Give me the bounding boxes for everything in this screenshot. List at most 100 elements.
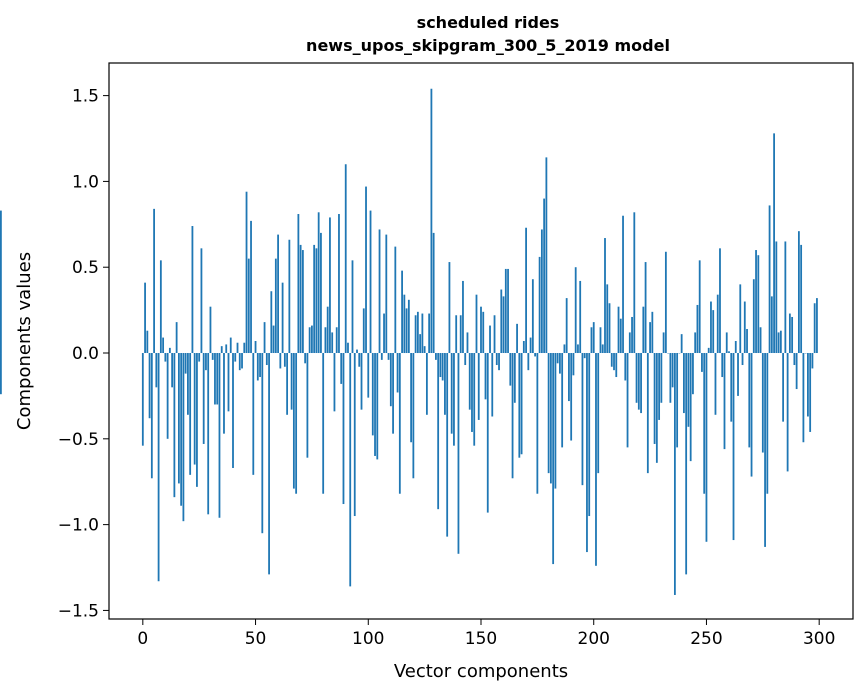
bar-11 — [166, 353, 169, 439]
bar-224 — [646, 353, 649, 474]
bar-91 — [347, 342, 349, 354]
bar-53 — [261, 353, 264, 534]
bar-286 — [786, 353, 789, 472]
bar-102 — [371, 353, 374, 436]
bar-113 — [396, 353, 399, 393]
bar-299 — [816, 298, 818, 354]
bar-10 — [164, 353, 167, 362]
bar-101 — [369, 210, 372, 354]
bar-170 — [525, 227, 527, 354]
y-axis-label: Components values — [14, 252, 35, 430]
bar-178 — [543, 198, 546, 354]
bar-135 — [446, 353, 449, 537]
bar-249 — [703, 353, 706, 494]
bar-6 — [155, 353, 158, 388]
y-axis-ticks: −1.5 −1.0 −0.5 0.0 0.5 1.0 1.5 — [58, 87, 109, 621]
bar-295 — [807, 353, 809, 417]
bar-undefined — [0, 210, 2, 354]
bar-261 — [730, 353, 733, 422]
y-tick-label: −1.0 — [58, 516, 99, 536]
bar-291 — [797, 231, 800, 354]
bar-45 — [243, 342, 246, 354]
bar-298 — [813, 303, 816, 354]
bar-52 — [259, 353, 261, 378]
bar-137 — [450, 353, 453, 434]
bar-293 — [802, 353, 805, 443]
bar-99 — [365, 186, 367, 354]
bar-87 — [338, 214, 340, 354]
bar-65 — [288, 239, 291, 354]
bar-267 — [743, 301, 746, 354]
bar-undefined — [0, 353, 2, 395]
bar-83 — [329, 217, 331, 354]
bar-210 — [615, 353, 618, 378]
bar-67 — [292, 353, 295, 489]
bar-115 — [401, 270, 403, 354]
bar-235 — [671, 353, 674, 388]
bar-145 — [468, 353, 471, 410]
bar-111 — [392, 353, 394, 434]
bar-84 — [331, 332, 334, 354]
bar-192 — [574, 267, 577, 354]
bar-239 — [680, 334, 683, 354]
y-tick-label: −0.5 — [58, 430, 99, 450]
bar-195 — [581, 353, 584, 486]
bar-242 — [687, 353, 690, 427]
bar-47 — [247, 258, 250, 354]
bar-277 — [766, 353, 769, 494]
bar-49 — [252, 353, 255, 475]
bar-209 — [613, 353, 615, 371]
bar-203 — [599, 327, 602, 354]
bar-227 — [653, 353, 656, 444]
bar-150 — [480, 306, 482, 354]
bar-21 — [189, 353, 192, 475]
bar-33 — [216, 353, 219, 405]
bar-268 — [746, 328, 748, 354]
bar-196 — [583, 353, 586, 359]
bar-152 — [484, 353, 487, 400]
bar-36 — [223, 353, 225, 434]
bar-108 — [385, 234, 388, 354]
bar-258 — [723, 353, 726, 450]
y-tick-label: 1.5 — [72, 87, 99, 107]
bar-272 — [755, 250, 757, 354]
bar-223 — [644, 262, 647, 354]
bar-69 — [297, 214, 300, 354]
bar-97 — [360, 353, 363, 410]
bar-257 — [721, 353, 724, 378]
bar-225 — [649, 322, 651, 354]
bar-125 — [423, 346, 426, 354]
bar-204 — [601, 344, 604, 354]
bar-133 — [441, 353, 444, 381]
y-tick-label: 1.0 — [72, 172, 99, 192]
bar-15 — [175, 322, 178, 354]
bar-211 — [617, 306, 620, 354]
bar-8 — [159, 260, 162, 354]
bar-17 — [180, 353, 183, 506]
bar-248 — [701, 353, 703, 372]
bar-201 — [595, 353, 597, 566]
bar-190 — [570, 353, 573, 441]
bar-290 — [795, 353, 798, 390]
bar-240 — [683, 353, 685, 414]
bar-180 — [547, 353, 550, 474]
bar-63 — [283, 353, 286, 367]
bar-140 — [457, 353, 460, 554]
bar-296 — [809, 353, 812, 432]
bar-218 — [633, 212, 636, 354]
bar-250 — [705, 353, 708, 542]
bar-3 — [148, 353, 151, 419]
bar-78 — [317, 212, 320, 354]
bar-185 — [559, 353, 561, 374]
bar-162 — [507, 268, 509, 354]
bar-215 — [626, 353, 629, 448]
bar-271 — [752, 279, 755, 354]
chart-title: scheduled rides — [417, 13, 560, 32]
bar-246 — [696, 304, 699, 354]
bar-176 — [538, 256, 541, 354]
bar-160 — [502, 296, 505, 354]
bar-32 — [214, 353, 216, 405]
bar-5 — [153, 208, 155, 354]
bar-105 — [378, 229, 381, 354]
bar-171 — [527, 353, 530, 371]
